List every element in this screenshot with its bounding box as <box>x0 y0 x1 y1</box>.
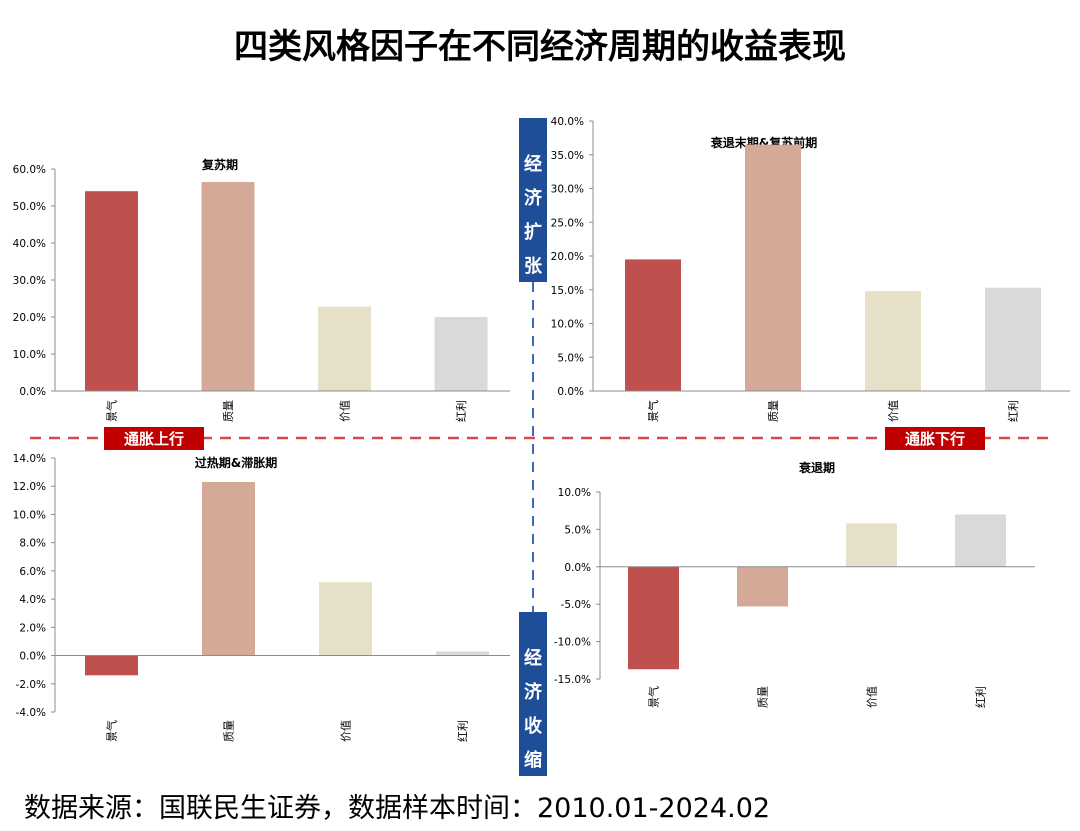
page-title: 四类风格因子在不同经济周期的收益表现 <box>234 27 846 67</box>
expansion-label-char: 张 <box>524 256 543 277</box>
chart-title: 衰退期 <box>798 460 835 475</box>
y-tick-label: -10.0% <box>554 637 591 649</box>
bar-质量 <box>745 144 801 391</box>
bar-质量 <box>737 566 788 607</box>
category-label: 景气 <box>105 400 119 422</box>
y-tick-label: 10.0% <box>13 509 46 521</box>
bar-质量 <box>201 181 255 391</box>
bar-质量 <box>202 481 255 656</box>
bar-红利 <box>434 317 488 391</box>
y-tick-label: 60.0% <box>13 164 46 176</box>
y-tick-label: 0.0% <box>19 651 46 663</box>
contraction-label-char: 缩 <box>524 749 542 771</box>
bar-景气 <box>628 566 679 670</box>
inflation-up-label: 通胀上行 <box>124 430 184 448</box>
bar-价值 <box>318 306 371 391</box>
y-tick-label: 15.0% <box>551 285 584 297</box>
y-tick-label: -15.0% <box>554 674 591 686</box>
y-tick-label: 4.0% <box>19 594 46 606</box>
y-tick-label: 40.0% <box>13 238 46 250</box>
category-label: 质量 <box>767 400 780 422</box>
inflation-down-label: 通胀下行 <box>905 430 965 448</box>
bar-红利 <box>955 514 1006 567</box>
y-tick-label: 6.0% <box>19 566 46 578</box>
bar-景气 <box>625 259 681 391</box>
category-label: 红利 <box>457 720 470 742</box>
bar-红利 <box>985 287 1041 391</box>
y-tick-label: 35.0% <box>551 150 584 162</box>
y-tick-label: 0.0% <box>19 386 46 398</box>
y-tick-label: 30.0% <box>551 184 584 196</box>
y-tick-label: 8.0% <box>19 538 46 550</box>
y-tick-label: 14.0% <box>13 453 46 465</box>
category-label: 红利 <box>975 686 988 708</box>
inflation-up-tag <box>104 427 204 450</box>
chart-title: 过热期&滞胀期 <box>195 455 277 470</box>
y-tick-label: -5.0% <box>561 599 591 611</box>
y-tick-label: 0.0% <box>564 562 591 574</box>
bar-价值 <box>846 523 897 567</box>
y-tick-label: 30.0% <box>13 275 46 287</box>
y-tick-label: 12.0% <box>13 481 46 493</box>
category-label: 红利 <box>1007 400 1020 422</box>
category-label: 质量 <box>222 400 235 422</box>
y-tick-label: 5.0% <box>557 352 584 364</box>
chart-late-recession: 衰退末期&复苏前期0.0%5.0%10.0%15.0%20.0%25.0%30.… <box>551 116 1070 422</box>
expansion-label-char: 经 <box>524 153 542 175</box>
expansion-label-char: 济 <box>524 187 543 209</box>
y-tick-label: 2.0% <box>19 622 46 634</box>
chart-recovery: 复苏期 0.0% 10.0% 20.0% 30.0% 40.0% 50.0% 60.0% 景气 质… <box>13 157 510 422</box>
y-tick-label: 40.0% <box>551 116 584 128</box>
expansion-label-box <box>519 118 547 282</box>
category-label: 价值 <box>887 400 900 422</box>
y-tick-label: 50.0% <box>13 201 46 213</box>
y-tick-label: 0.0% <box>557 386 584 398</box>
category-label: 景气 <box>105 720 119 742</box>
contraction-label-char: 经 <box>524 647 542 669</box>
contraction-label-box <box>519 612 547 776</box>
y-tick-label: -2.0% <box>16 679 46 691</box>
contraction-label-char: 收 <box>524 715 542 737</box>
y-tick-label: 10.0% <box>558 487 591 499</box>
source-note: 数据来源：国联民生证券，数据样本时间：2010.01-2024.02 <box>24 793 771 824</box>
category-label: 景气 <box>646 400 660 422</box>
y-tick-label: 20.0% <box>551 251 584 263</box>
bar-价值 <box>865 291 921 391</box>
category-label: 价值 <box>340 720 353 742</box>
expansion-label-char: 扩 <box>524 221 542 243</box>
category-label: 质量 <box>223 720 236 742</box>
bar-价值 <box>319 582 372 656</box>
bar-景气 <box>85 655 138 676</box>
y-tick-label: 20.0% <box>13 312 46 324</box>
category-label: 价值 <box>339 400 352 422</box>
category-label: 景气 <box>647 686 661 708</box>
y-tick-label: 25.0% <box>551 217 584 229</box>
y-tick-label: -4.0% <box>16 707 46 719</box>
category-label: 红利 <box>455 400 468 422</box>
inflation-down-tag <box>885 427 985 450</box>
chart-title: 复苏期 <box>201 157 238 172</box>
y-tick-label: 5.0% <box>564 524 591 536</box>
category-label: 价值 <box>866 686 879 708</box>
y-tick-label: 10.0% <box>551 319 584 331</box>
y-tick-label: 10.0% <box>13 349 46 361</box>
contraction-label-char: 济 <box>524 681 543 703</box>
bar-景气 <box>85 191 138 391</box>
chart-recession: 衰退期 -15.0% -10.0% -5.0% 0.0% 5.0% 10.0% 景气 质量 价值 红… <box>554 460 1035 708</box>
bar-红利 <box>436 651 489 656</box>
chart-overheat: 过热期&滞胀期 -4.0% -2.0% 0.0% 2.0% 4.0% 6.0% 8.0% 10.… <box>13 453 510 742</box>
category-label: 质量 <box>757 686 770 708</box>
